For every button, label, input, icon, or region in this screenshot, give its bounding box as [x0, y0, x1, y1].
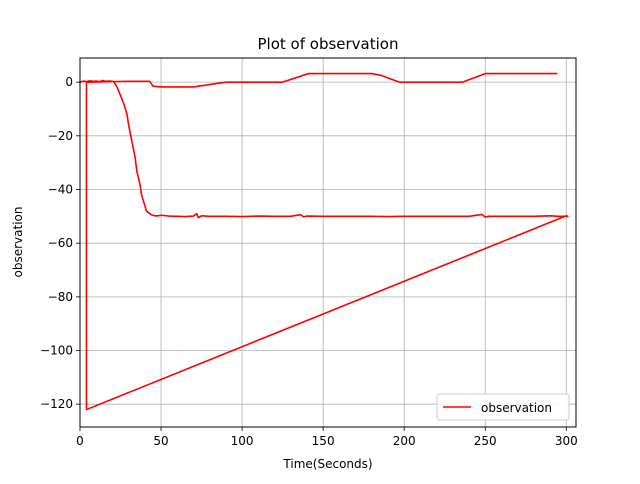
series-line-observation: [78, 72, 569, 411]
x-tick-label: 50: [153, 434, 168, 448]
y-tick-label: −120: [40, 397, 73, 411]
y-tick-label: 0: [65, 75, 73, 89]
grid: [79, 58, 576, 427]
y-tick-label: −100: [40, 344, 73, 358]
series-layer: [78, 72, 569, 411]
y-tick-label: −40: [48, 182, 73, 196]
y-tick-label: −60: [48, 236, 73, 250]
y-tick-label: −20: [48, 129, 73, 143]
x-tick-label: 250: [474, 434, 497, 448]
x-tick-label: 0: [76, 434, 84, 448]
chart-title: Plot of observation: [258, 35, 399, 53]
y-tick-label: −80: [48, 290, 73, 304]
y-axis-label: observation: [11, 207, 25, 278]
tick-layer: 0 50 100 150 200 250 300 0 −20 −40 −60 −80 −100 −120: [40, 75, 578, 448]
legend: observation: [436, 393, 570, 421]
plot-frame: [79, 57, 577, 428]
x-axis-label: Time(Seconds): [282, 457, 372, 471]
x-tick-label: 200: [393, 434, 416, 448]
x-tick-label: 300: [555, 434, 578, 448]
legend-entry-observation: observation: [481, 401, 552, 415]
x-tick-label: 150: [312, 434, 335, 448]
x-tick-label: 100: [231, 434, 254, 448]
legend-box: [436, 393, 570, 421]
